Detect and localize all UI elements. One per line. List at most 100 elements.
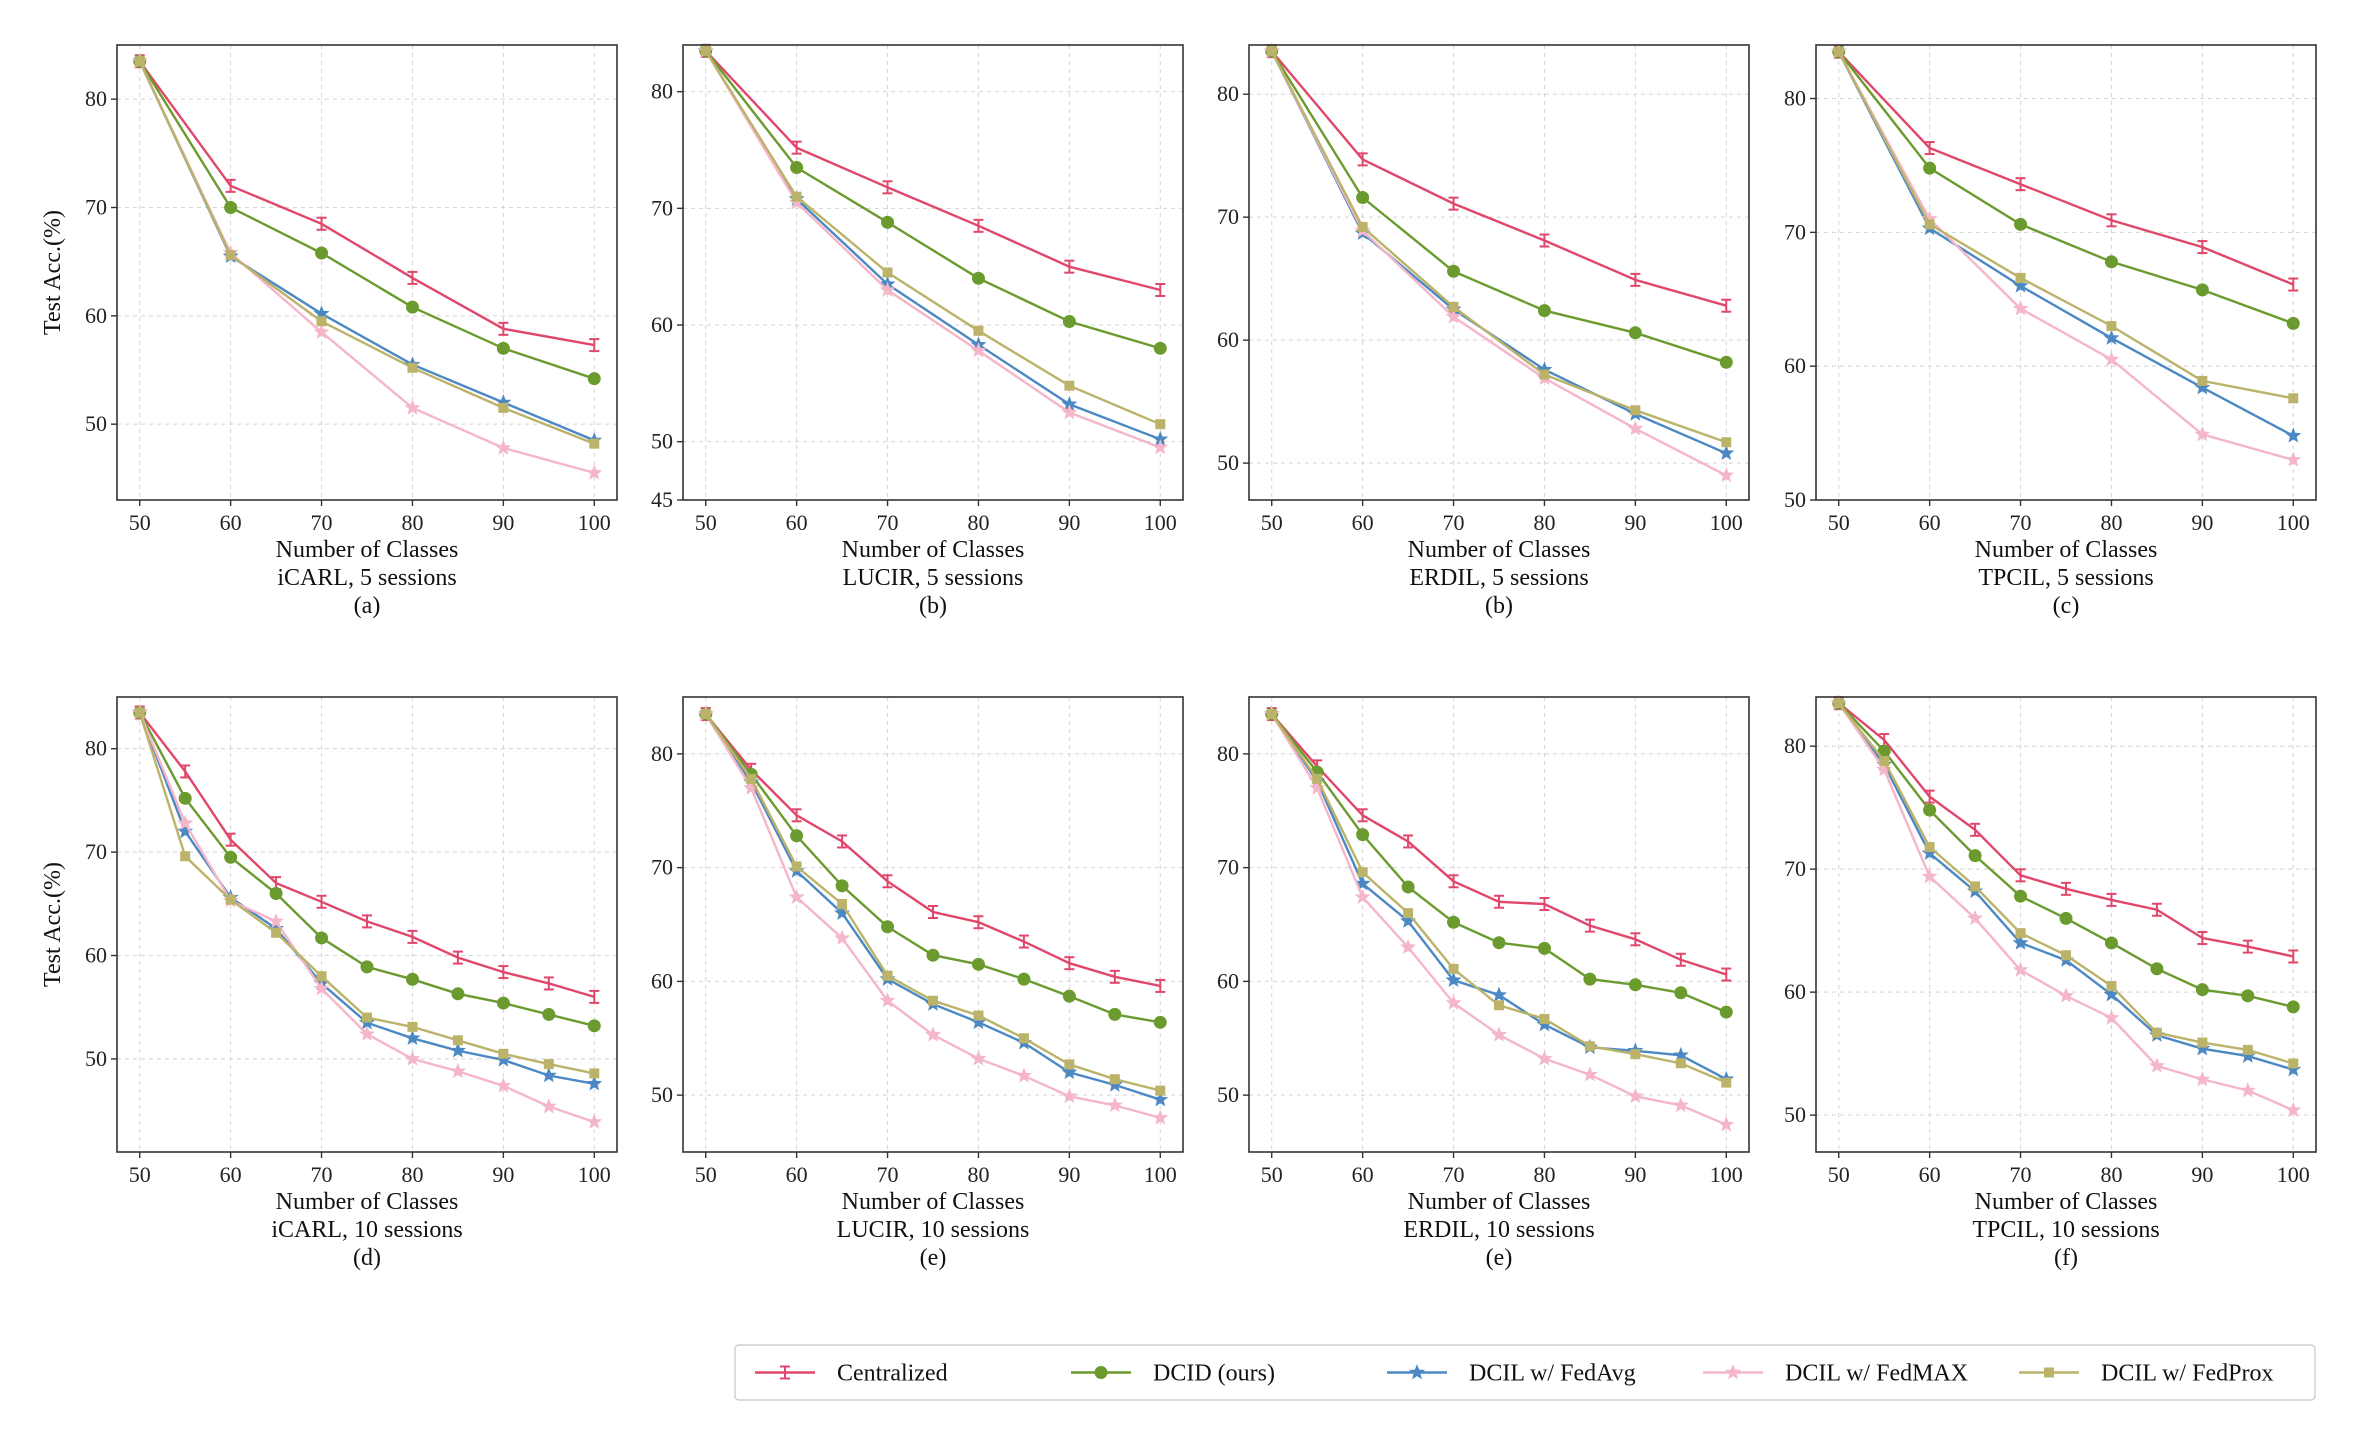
data-point — [1061, 404, 1078, 420]
data-point — [1266, 46, 1277, 57]
data-point — [2285, 427, 2302, 443]
data-point — [1719, 355, 1733, 369]
data-point — [404, 1050, 421, 1066]
data-point — [881, 920, 895, 934]
data-point — [2106, 980, 2117, 991]
panel-subtitle: ERDIL, 10 sessions — [1403, 1217, 1594, 1243]
data-point — [405, 300, 419, 314]
data-point — [1356, 828, 1370, 842]
x-tick-label: 90 — [492, 510, 514, 535]
series-line-dcil-w-fedprox — [138, 60, 595, 445]
data-point — [407, 362, 418, 373]
data-point — [924, 1026, 942, 1042]
data-point — [225, 250, 236, 261]
data-point — [971, 271, 985, 285]
data-point — [1354, 875, 1371, 891]
legend-marker — [1094, 1366, 1108, 1379]
data-point — [973, 325, 984, 336]
data-point — [498, 402, 509, 413]
data-point — [1061, 1087, 1078, 1104]
data-point — [1061, 1064, 1078, 1080]
x-axis-label: Number of Classes — [1408, 537, 1591, 563]
y-tick-label: 80 — [1217, 741, 1239, 766]
data-point — [1628, 326, 1642, 340]
legend-marker — [2044, 1367, 2054, 1378]
y-tick-label: 60 — [1784, 353, 1806, 378]
data-point — [1584, 1041, 1595, 1052]
data-point — [1628, 978, 1642, 992]
data-point — [1923, 803, 1937, 817]
data-point — [586, 464, 603, 480]
series-line-dcil-w-fedprox — [1270, 50, 1727, 444]
y-tick-label: 60 — [1217, 327, 1239, 352]
legend-marker — [1408, 1364, 1426, 1380]
data-point — [1494, 1000, 1504, 1011]
x-tick-label: 100 — [1710, 510, 1743, 535]
y-axis-label: Test Acc.(%) — [40, 862, 66, 987]
data-point — [225, 894, 236, 905]
data-point — [1106, 1097, 1123, 1113]
y-tick-label: 80 — [85, 86, 107, 111]
data-point — [1155, 1085, 1166, 1096]
data-point — [2195, 983, 2209, 997]
panel-subtitle: TPCIL, 10 sessions — [1972, 1217, 2159, 1243]
x-axis-label: Number of Classes — [842, 537, 1025, 563]
data-point — [2151, 1027, 2162, 1038]
data-point — [2241, 989, 2255, 1003]
data-point — [1539, 1013, 1550, 1024]
x-tick-label: 60 — [220, 1162, 242, 1187]
x-tick-label: 50 — [129, 1162, 151, 1187]
data-point — [1062, 989, 1076, 1003]
data-point — [971, 957, 985, 971]
data-point — [451, 987, 465, 1001]
panel-letter: (e) — [920, 1245, 947, 1271]
data-point — [178, 791, 192, 805]
y-tick-label: 80 — [1784, 733, 1806, 758]
data-point — [928, 995, 938, 1006]
legend-label: DCIL w/ FedProx — [2101, 1361, 2273, 1387]
y-tick-label: 50 — [651, 1082, 673, 1107]
x-tick-label: 100 — [578, 510, 611, 535]
axes-frame — [1248, 696, 1750, 1153]
data-point — [835, 879, 849, 893]
data-point — [1448, 301, 1459, 312]
data-point — [2197, 375, 2208, 386]
panel-subtitle: ERDIL, 5 sessions — [1409, 565, 1588, 591]
y-tick-label: 50 — [1217, 1082, 1239, 1107]
data-point — [1924, 842, 1935, 853]
data-point — [1581, 1066, 1598, 1082]
axes-frame — [1248, 44, 1750, 501]
data-point — [2061, 950, 2071, 961]
x-axis-label: Number of Classes — [276, 537, 459, 563]
data-point — [1155, 419, 1166, 430]
data-point — [315, 931, 329, 945]
data-point — [790, 161, 804, 174]
data-point — [1490, 986, 1508, 1002]
legend-box — [734, 1344, 2316, 1401]
y-tick-label: 70 — [1217, 204, 1239, 229]
data-point — [2103, 329, 2120, 345]
series-line-centralized — [138, 60, 595, 347]
data-point — [358, 1025, 376, 1041]
series-line-centralized — [704, 713, 1161, 988]
data-point — [1537, 941, 1551, 955]
x-axis-label: Number of Classes — [1408, 1189, 1591, 1215]
data-point — [2148, 1057, 2165, 1073]
data-point — [1152, 439, 1169, 455]
data-point — [1108, 1007, 1122, 1021]
data-point — [1876, 761, 1893, 777]
series-line-centralized — [138, 711, 595, 999]
panel-letter: (f) — [2054, 1245, 2078, 1271]
axes-frame — [116, 44, 618, 501]
data-point — [834, 929, 851, 945]
data-point — [1017, 972, 1031, 986]
x-tick-label: 90 — [1058, 510, 1080, 535]
y-tick-label: 50 — [85, 411, 107, 436]
y-tick-label: 70 — [1784, 219, 1806, 244]
data-point — [1354, 888, 1371, 905]
data-point — [1447, 915, 1461, 929]
